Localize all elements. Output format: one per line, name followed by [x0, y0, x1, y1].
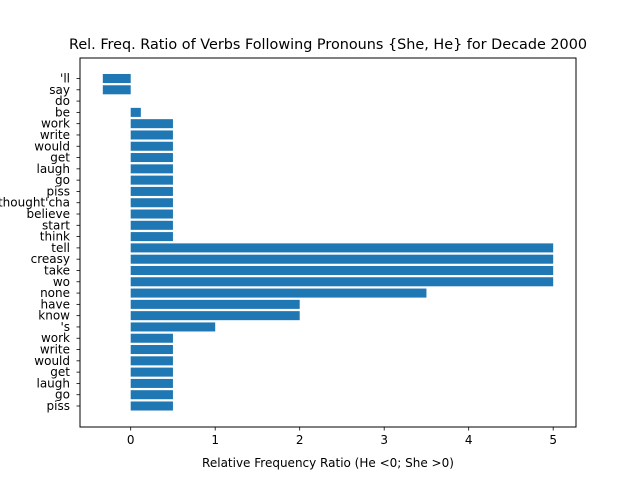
y-tick-label-17: take	[44, 263, 70, 277]
y-tick-label-27: laugh	[36, 376, 70, 390]
bar-10	[130, 186, 173, 196]
bar-8	[130, 164, 173, 174]
bar-20	[130, 299, 300, 309]
y-tick-label-26: get	[50, 365, 70, 379]
bar-6	[130, 141, 173, 151]
bar-3	[130, 107, 141, 117]
bar-16	[130, 254, 554, 264]
bar-17	[130, 265, 554, 275]
x-tick-label-2: 2	[296, 433, 304, 447]
bar-27	[130, 378, 173, 388]
x-axis-label: Relative Frequency Ratio (He <0; She >0)	[202, 456, 454, 470]
bar-5	[130, 130, 173, 140]
y-tick-label-5: write	[40, 128, 70, 142]
x-tick-label-0: 0	[127, 433, 135, 447]
bar-18	[130, 277, 554, 287]
bar-15	[130, 243, 554, 253]
chart-title: Rel. Freq. Ratio of Verbs Following Pron…	[69, 37, 587, 53]
y-tick-label-20: have	[41, 297, 70, 311]
y-tick-label-9: go	[55, 173, 70, 187]
bar-13	[130, 220, 173, 230]
y-tick-label-12: believe	[26, 207, 70, 221]
bar-11	[130, 198, 173, 208]
bar-19	[130, 288, 427, 298]
bar-23	[130, 333, 173, 343]
x-tick-labels: 0 1 2 3 4 5	[127, 427, 557, 447]
y-tick-label-11: thought'cha	[0, 196, 70, 210]
y-tick-label-0: 'll	[60, 72, 70, 86]
bar-1	[102, 85, 131, 95]
y-tick-label-28: go	[55, 388, 70, 402]
y-tick-label-19: none	[40, 286, 70, 300]
bar-4	[130, 119, 173, 129]
y-tick-label-1: say	[49, 83, 70, 97]
y-tick-label-2: do	[55, 94, 70, 108]
y-tick-label-7: get	[50, 151, 70, 165]
y-tick-label-4: work	[41, 117, 70, 131]
x-tick-label-1: 1	[211, 433, 219, 447]
bar-28	[130, 390, 173, 400]
bar-26	[130, 367, 173, 377]
x-tick-label-4: 4	[465, 433, 473, 447]
y-tick-label-15: tell	[51, 241, 70, 255]
bar-9	[130, 175, 173, 185]
y-tick-label-21: know	[38, 309, 70, 323]
y-tick-label-24: write	[40, 343, 70, 357]
y-tick-label-14: think	[40, 230, 70, 244]
bar-29	[130, 401, 173, 411]
bar-7	[130, 153, 173, 163]
y-tick-label-10: piss	[47, 184, 70, 198]
y-tick-label-29: piss	[47, 399, 70, 413]
y-tick-label-8: laugh	[36, 162, 70, 176]
y-tick-label-16: creasy	[31, 252, 70, 266]
bar-12	[130, 209, 173, 219]
y-tick-labels: 'llsaydobeworkwritewouldgetlaughgopissth…	[0, 72, 80, 413]
y-tick-label-22: 's	[60, 320, 70, 334]
y-tick-label-25: would	[34, 354, 70, 368]
bar-22	[130, 322, 216, 332]
y-tick-label-6: would	[34, 139, 70, 153]
plot-frame	[79, 57, 577, 428]
bar-0	[102, 73, 131, 84]
y-tick-label-13: start	[42, 218, 70, 232]
bars-layer	[102, 73, 554, 411]
x-tick-label-5: 5	[549, 433, 557, 447]
bar-21	[130, 311, 300, 321]
y-tick-label-23: work	[41, 331, 70, 345]
bar-14	[130, 232, 173, 242]
x-tick-label-3: 3	[380, 433, 388, 447]
bar-25	[130, 356, 173, 366]
bar-24	[130, 345, 173, 355]
y-tick-label-3: be	[55, 105, 70, 119]
y-tick-label-18: wo	[53, 275, 70, 289]
